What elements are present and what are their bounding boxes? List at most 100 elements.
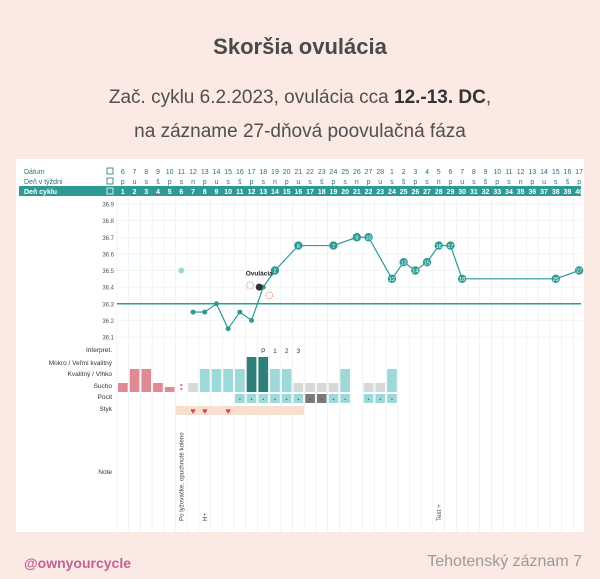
temperature-line-segment <box>227 311 241 330</box>
header-cell: p <box>367 179 371 186</box>
header-cell: 11 <box>178 169 185 176</box>
header-cell: s <box>390 179 394 186</box>
mucus-bar <box>223 369 233 392</box>
header-cell: 9 <box>156 169 160 176</box>
header-cell: 5 <box>168 189 172 196</box>
header-cell: 23 <box>318 169 326 176</box>
header-cell: 13 <box>528 169 536 176</box>
pocit-cell <box>246 394 257 403</box>
calendar-icon <box>106 167 114 175</box>
header-cell: 19 <box>330 189 338 196</box>
header-cell: u <box>460 179 464 186</box>
temperature-point-label: 18 <box>459 277 465 283</box>
header-cell: 1 <box>121 189 125 196</box>
header-cell: p <box>495 179 499 186</box>
subtitle-line-2: na zázname 27-dňová poovulačná fáza <box>134 121 466 142</box>
header-cell: 14 <box>540 169 548 176</box>
pocit-cell <box>375 394 386 403</box>
header-cell: 30 <box>458 189 466 196</box>
header-cell: u <box>133 179 137 186</box>
temperature-point <box>270 266 280 275</box>
cycle-chart: Dátum 6 7 8 9 10 11 12 13 14 15 16 17 18 19 20 21 22 23 24 2… <box>19 166 586 531</box>
mucus-bar <box>328 383 339 392</box>
header-cell: n <box>519 179 523 186</box>
header-cell: p <box>121 179 125 186</box>
temperature-line-segment <box>368 236 393 280</box>
header-cell: p <box>448 179 452 186</box>
header-cell: 11 <box>505 169 512 176</box>
egg-icon <box>255 283 263 291</box>
header-cell: 22 <box>306 169 314 176</box>
pocit-cell <box>235 394 245 403</box>
row-label-note: Note <box>98 469 112 476</box>
header-cell: 17 <box>575 169 583 176</box>
header-cell: p <box>331 179 335 186</box>
temperature-point-label: 13 <box>401 260 407 266</box>
pocit-cell <box>387 394 397 403</box>
header-cell: 11 <box>236 189 244 196</box>
mucus-bar <box>305 383 315 392</box>
mucus-bar <box>316 383 327 392</box>
record-label: Tehotenský záznam 7 <box>427 553 582 570</box>
pocit-cell <box>328 394 339 403</box>
header-cell: s <box>425 179 429 186</box>
mucus-bar <box>375 383 386 392</box>
header-cell: p <box>203 179 207 186</box>
mucus-bar <box>118 383 128 392</box>
header-cell: 7 <box>191 189 195 196</box>
row-label-sucho: Sucho <box>94 383 113 390</box>
header-cell: 40 <box>575 189 583 196</box>
mucus-bar <box>293 383 304 392</box>
header-cell: 13 <box>259 189 267 196</box>
header-cell: 16 <box>294 189 302 196</box>
header-cell: 27 <box>423 189 431 196</box>
pocit-cell <box>258 394 269 403</box>
header-cell: 6 <box>448 169 452 176</box>
header-cell: 34 <box>505 189 513 196</box>
pocit-cell <box>363 394 374 403</box>
header-cell: s <box>472 179 476 186</box>
header-cell: 13 <box>201 169 209 176</box>
header-cell: n <box>191 179 195 186</box>
temperature-point <box>434 241 443 250</box>
instagram-handle[interactable]: @ownyourcycle <box>24 555 132 571</box>
header-cell: 2 <box>133 189 137 196</box>
mucus-bar <box>387 369 397 392</box>
row-label-styk: Styk <box>99 406 112 413</box>
header-cell: 10 <box>493 169 501 176</box>
header-cell: 15 <box>552 169 560 176</box>
header-cell: 39 <box>564 189 572 196</box>
header-cell: š <box>238 179 242 186</box>
header-cell: 37 <box>540 189 548 196</box>
header-cell: s <box>507 179 511 186</box>
header-cell: 6 <box>179 189 183 196</box>
mucus-dot <box>180 383 183 387</box>
header-cell: 10 <box>166 169 174 176</box>
header-cell: 17 <box>248 169 256 176</box>
header-cell: 16 <box>564 169 572 176</box>
mucus-bar <box>235 369 245 392</box>
temperature-point <box>551 274 560 284</box>
y-tick-label: 36.9 <box>102 203 114 209</box>
header-cell: 28 <box>376 169 384 176</box>
mucus-bar <box>188 383 198 392</box>
header-cell: 15 <box>283 189 291 196</box>
header-cell: 10 <box>224 189 232 196</box>
header-cell: 25 <box>341 169 349 176</box>
header-cell: s <box>262 179 266 186</box>
header-cell: 7 <box>460 169 464 176</box>
header-cell: 8 <box>203 189 207 196</box>
pocit-drops: • <box>333 397 335 403</box>
header-cell: 21 <box>353 189 361 196</box>
header-cell: 3 <box>144 189 148 196</box>
header-cell: 12 <box>517 169 525 176</box>
header-cell: 1 <box>390 169 394 176</box>
header-cell: 16 <box>236 169 244 176</box>
pocit-cell <box>281 394 292 403</box>
y-tick-label: 36.7 <box>102 236 114 242</box>
temperature-line-segment <box>274 245 299 271</box>
temperature-point-label: 6 <box>297 244 300 250</box>
header-cell: 36 <box>528 189 536 196</box>
temperature-point <box>446 241 455 250</box>
header-cell: 3 <box>413 169 417 176</box>
